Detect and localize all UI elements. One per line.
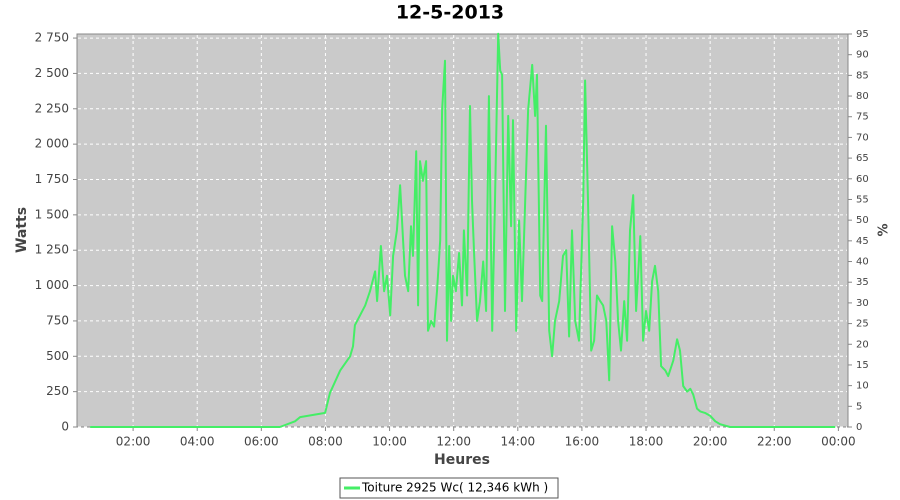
y2-tick-label: 85 — [856, 70, 869, 81]
x-tick-label: 10:00 — [372, 435, 407, 449]
y2-axis-label: % — [877, 223, 892, 236]
x-tick-label: 08:00 — [308, 435, 343, 449]
x-tick-label: 00:00 — [821, 435, 856, 449]
y-tick-label: 1 250 — [35, 243, 69, 257]
y-tick-label: 250 — [46, 384, 69, 398]
y2-tick-label: 75 — [856, 112, 869, 123]
y2-tick-label: 50 — [856, 215, 869, 226]
x-tick-label: 12:00 — [436, 435, 471, 449]
chart-title: 12-5-2013 — [396, 2, 504, 24]
legend — [339, 477, 559, 499]
y-tick-label: 750 — [46, 313, 69, 327]
y-tick-label: 1 000 — [35, 278, 69, 292]
x-tick-label: 20:00 — [693, 435, 728, 449]
y2-tick-label: 80 — [856, 91, 869, 102]
y-tick-label: 2 000 — [35, 137, 69, 151]
y2-tick-label: 95 — [856, 29, 869, 40]
x-tick-label: 04:00 — [180, 435, 215, 449]
legend-label: Toiture 2925 Wc( 12,346 kWh ) — [361, 481, 548, 495]
y2-tick-label: 55 — [856, 194, 869, 205]
y2-tick-label: 10 — [856, 381, 869, 392]
y2-tick-label: 70 — [856, 132, 869, 143]
x-tick-label: 06:00 — [244, 435, 279, 449]
y-tick-label: 1 750 — [35, 172, 69, 186]
y-tick-label: 2 750 — [35, 31, 69, 45]
y2-tick-label: 20 — [856, 339, 869, 350]
y2-tick-label: 90 — [856, 50, 869, 61]
y2-tick-label: 60 — [856, 174, 869, 185]
y-axis-label: Watts — [14, 207, 30, 253]
y2-tick-label: 5 — [856, 401, 862, 412]
y-tick-label: 2 500 — [35, 66, 69, 80]
y2-tick-label: 40 — [856, 257, 869, 268]
x-tick-label: 02:00 — [116, 435, 151, 449]
x-tick-label: 14:00 — [501, 435, 536, 449]
y2-tick-label: 65 — [856, 153, 869, 164]
x-tick-label: 18:00 — [629, 435, 664, 449]
y-tick-label: 2 250 — [35, 101, 69, 115]
y-tick-label: 0 — [61, 420, 69, 434]
x-tick-label: 16:00 — [565, 435, 600, 449]
y-tick-label: 1 500 — [35, 207, 69, 221]
y2-tick-label: 35 — [856, 277, 869, 288]
x-tick-label: 22:00 — [757, 435, 792, 449]
plot-area — [76, 33, 849, 428]
y2-tick-label: 25 — [856, 319, 869, 330]
x-axis-label: Heures — [434, 452, 490, 468]
y2-tick-label: 15 — [856, 360, 869, 371]
data-line — [90, 32, 836, 428]
y-tick-label: 500 — [46, 349, 69, 363]
y2-tick-label: 30 — [856, 298, 869, 309]
y2-tick-label: 45 — [856, 236, 869, 247]
y2-tick-label: 0 — [856, 422, 862, 433]
